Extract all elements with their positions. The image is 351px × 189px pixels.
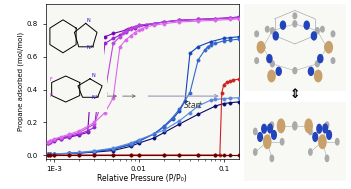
Circle shape (309, 67, 313, 75)
Circle shape (270, 61, 274, 67)
Circle shape (313, 133, 318, 141)
Circle shape (255, 58, 258, 64)
Circle shape (261, 44, 265, 50)
Circle shape (293, 68, 297, 74)
Circle shape (273, 32, 278, 40)
Circle shape (325, 122, 329, 128)
Circle shape (268, 124, 272, 133)
Circle shape (253, 149, 257, 155)
Circle shape (293, 122, 297, 130)
Circle shape (320, 26, 324, 32)
Circle shape (331, 31, 335, 37)
Circle shape (257, 42, 265, 53)
Text: ⇕: ⇕ (290, 88, 300, 101)
Text: Start: Start (184, 101, 203, 111)
Circle shape (293, 13, 297, 19)
Circle shape (317, 124, 322, 133)
Circle shape (309, 128, 312, 135)
Circle shape (327, 131, 331, 139)
Circle shape (311, 32, 317, 40)
Y-axis label: Propane adsorbed (mol/mol): Propane adsorbed (mol/mol) (18, 32, 24, 131)
Circle shape (280, 21, 285, 29)
Circle shape (323, 124, 327, 133)
Circle shape (304, 21, 309, 29)
Circle shape (325, 44, 329, 50)
Circle shape (336, 139, 339, 145)
Circle shape (325, 155, 329, 162)
Circle shape (318, 55, 323, 63)
X-axis label: Relative Pressure (P/P₀): Relative Pressure (P/P₀) (97, 174, 187, 183)
Text: Invert: Invert (59, 101, 81, 111)
Circle shape (319, 135, 326, 149)
Circle shape (265, 26, 269, 32)
Circle shape (277, 119, 285, 133)
Circle shape (264, 135, 271, 149)
Circle shape (316, 28, 319, 34)
Circle shape (270, 155, 273, 162)
Circle shape (270, 122, 273, 128)
Circle shape (309, 149, 312, 155)
Circle shape (253, 128, 257, 135)
Circle shape (270, 28, 274, 34)
Circle shape (325, 42, 332, 53)
Circle shape (268, 70, 275, 82)
Circle shape (276, 67, 281, 75)
Circle shape (314, 70, 322, 82)
Circle shape (262, 124, 266, 133)
Circle shape (272, 131, 276, 139)
Circle shape (293, 21, 297, 27)
Circle shape (331, 58, 335, 64)
Circle shape (267, 55, 272, 63)
Circle shape (280, 139, 284, 145)
Circle shape (255, 31, 258, 37)
Circle shape (316, 61, 319, 67)
Circle shape (305, 119, 312, 133)
Circle shape (258, 133, 263, 141)
